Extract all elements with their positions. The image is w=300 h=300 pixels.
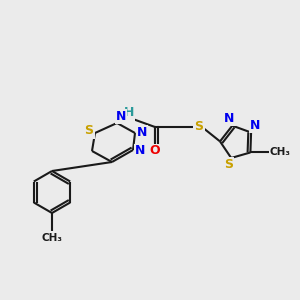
Text: CH₃: CH₃ xyxy=(270,148,291,158)
Text: O: O xyxy=(150,145,160,158)
Text: N: N xyxy=(135,145,145,158)
Text: H: H xyxy=(124,106,134,119)
Text: N: N xyxy=(250,119,260,132)
Text: S: S xyxy=(224,158,233,172)
Text: N: N xyxy=(137,125,147,139)
Text: S: S xyxy=(194,121,203,134)
Text: N: N xyxy=(224,112,235,125)
Text: CH₃: CH₃ xyxy=(41,233,62,243)
Text: N: N xyxy=(116,110,126,122)
Text: S: S xyxy=(85,124,94,137)
